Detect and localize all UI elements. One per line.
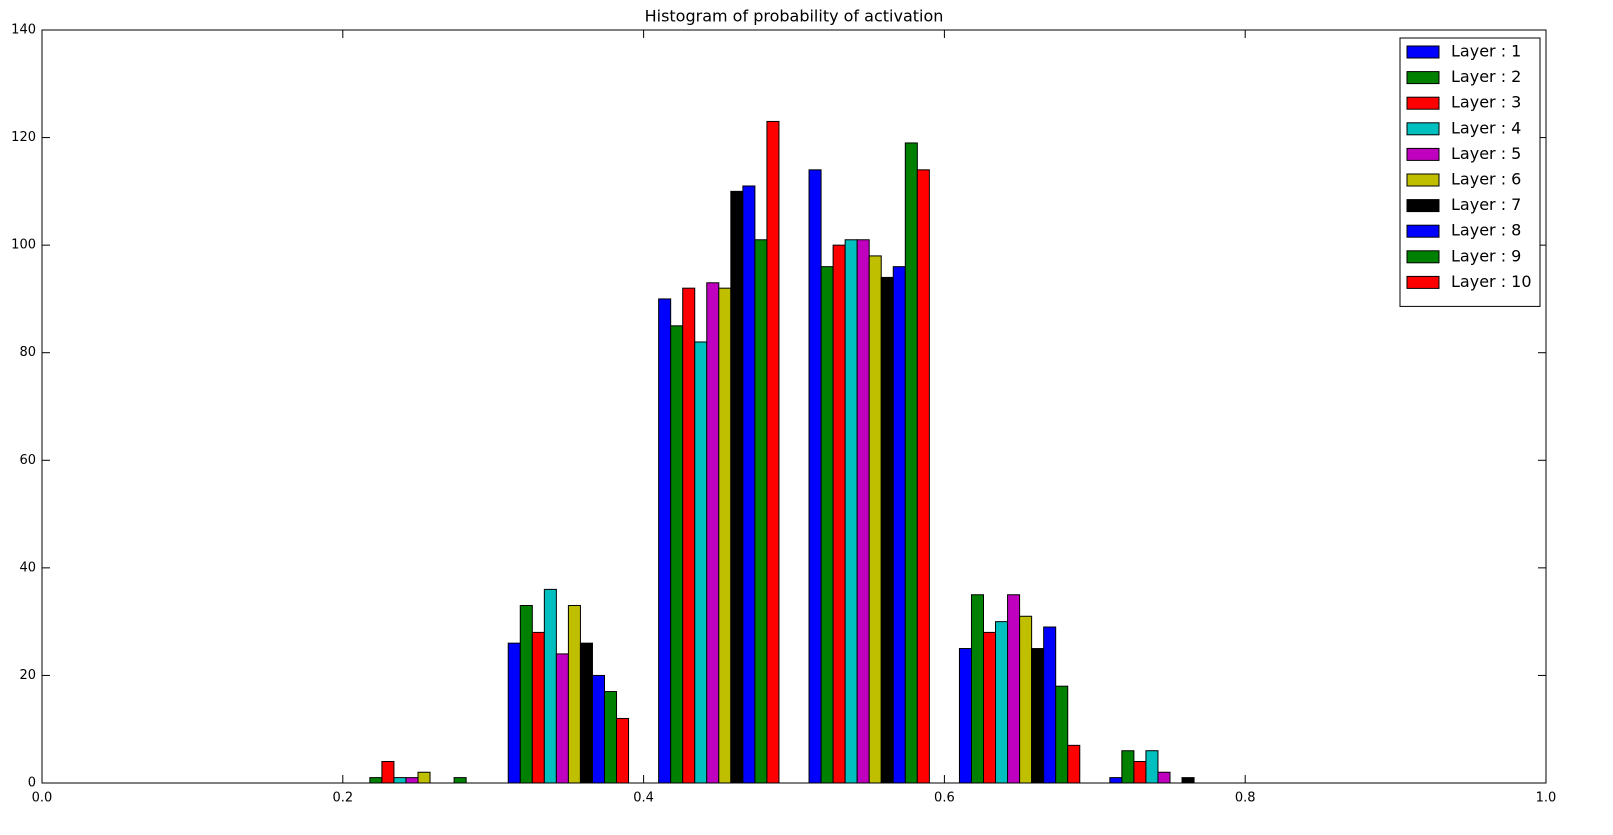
y-tick-label: 60	[19, 453, 36, 468]
legend-swatch	[1406, 96, 1440, 110]
bar	[916, 169, 930, 784]
bar	[808, 169, 822, 784]
bar	[1157, 771, 1171, 784]
y-tick-label: 40	[19, 560, 36, 575]
legend-swatch	[1406, 224, 1440, 238]
legend-swatch	[1406, 147, 1440, 161]
x-tick-label: 1.0	[1536, 791, 1557, 806]
bar	[507, 642, 521, 784]
y-tick-label: 0	[28, 776, 36, 791]
bar	[958, 648, 972, 784]
legend-label: Layer : 7	[1451, 195, 1521, 214]
x-tick-label: 0.8	[1235, 791, 1256, 806]
bar	[904, 142, 918, 784]
legend-label: Layer : 5	[1451, 144, 1521, 163]
bar	[603, 691, 618, 784]
bar	[1067, 744, 1081, 784]
y-tick-label: 100	[11, 238, 36, 253]
bar	[1145, 750, 1159, 784]
bar	[892, 266, 906, 784]
bar	[591, 674, 605, 784]
bar	[844, 239, 858, 784]
bar	[730, 190, 744, 784]
legend-label: Layer : 1	[1451, 42, 1521, 61]
legend-swatch	[1406, 250, 1440, 264]
bar	[1133, 760, 1147, 784]
y-tick-label: 120	[11, 130, 36, 145]
y-tick-label: 140	[11, 23, 36, 38]
bar	[417, 771, 431, 784]
y-tick-label: 80	[19, 345, 36, 360]
legend-swatch	[1406, 275, 1440, 289]
legend-label: Layer : 3	[1451, 93, 1521, 112]
bar	[519, 605, 533, 784]
chart-title: Histogram of probability of activation	[645, 7, 944, 26]
bar	[543, 588, 557, 784]
bar	[555, 653, 569, 784]
legend-label: Layer : 2	[1451, 67, 1521, 86]
bar	[1007, 594, 1021, 784]
bar	[694, 341, 708, 784]
legend-label: Layer : 9	[1451, 246, 1521, 265]
bar	[718, 287, 732, 784]
bar	[766, 120, 780, 784]
plot-frame	[41, 29, 1547, 784]
legend-label: Layer : 8	[1451, 221, 1521, 240]
legend-swatch	[1406, 122, 1440, 136]
bar	[820, 266, 834, 784]
bar	[1031, 648, 1045, 784]
bar	[1019, 615, 1033, 784]
legend-swatch	[1406, 71, 1440, 85]
x-tick-label: 0.2	[332, 791, 353, 806]
bar	[393, 777, 407, 784]
bar	[453, 777, 467, 784]
bar	[1055, 685, 1069, 784]
bar	[742, 185, 756, 784]
x-tick-label: 0.4	[633, 791, 654, 806]
bar	[531, 631, 545, 784]
bar	[706, 282, 720, 784]
bar	[880, 276, 894, 784]
bar	[369, 777, 383, 784]
bar	[405, 777, 419, 784]
bar	[670, 325, 684, 784]
bar	[983, 631, 997, 784]
legend-label: Layer : 10	[1451, 272, 1532, 291]
bar	[1181, 777, 1195, 784]
legend-swatch	[1406, 173, 1440, 187]
bar	[567, 605, 581, 784]
bar	[1121, 750, 1135, 784]
bar	[682, 287, 696, 784]
legend-swatch	[1406, 45, 1440, 59]
legend-label: Layer : 6	[1451, 170, 1521, 189]
y-tick-label: 20	[19, 668, 36, 683]
bar	[832, 244, 846, 784]
x-tick-label: 0.0	[32, 791, 53, 806]
bar	[658, 298, 672, 784]
legend-label: Layer : 4	[1451, 118, 1521, 137]
bar	[970, 594, 985, 784]
legend-swatch	[1406, 199, 1440, 213]
bar	[754, 239, 768, 784]
x-tick-label: 0.6	[934, 791, 955, 806]
bar	[995, 621, 1009, 784]
bar	[856, 239, 870, 784]
bar	[579, 642, 593, 784]
bar	[1043, 626, 1057, 784]
bar	[616, 717, 630, 784]
bar	[868, 255, 882, 784]
bar	[381, 760, 395, 784]
bar	[1109, 777, 1123, 784]
